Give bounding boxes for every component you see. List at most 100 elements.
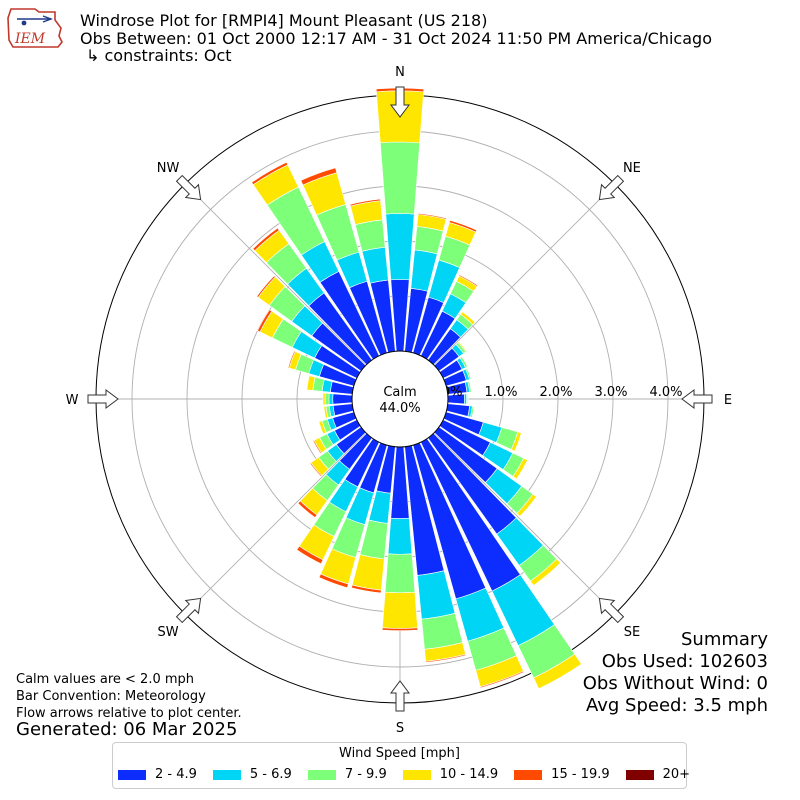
compass-label: SW (158, 625, 179, 640)
wind-bar-segment (457, 341, 468, 353)
calm-value: 44.0% (379, 401, 420, 416)
wind-bar-segment (317, 421, 324, 435)
summary-avg-speed: Avg Speed: 3.5 mph (586, 695, 768, 716)
generated-date: Generated: 06 Mar 2025 (16, 719, 238, 740)
compass-labels: N NE E SE S SW W NW (66, 65, 733, 736)
legend: Wind Speed [mph] 2 - 4.9 5 - 6.9 7 - 9.9 10… (112, 742, 690, 789)
wind-bar-segment (309, 462, 323, 477)
compass-label: NW (157, 161, 180, 176)
wind-bar-segment (296, 545, 324, 565)
wind-bar-segment (538, 663, 583, 690)
wind-bar-segment (381, 627, 419, 631)
wind-bar-segment (351, 554, 385, 591)
compass-label: N (395, 65, 405, 80)
legend-title: Wind Speed [mph] (339, 746, 460, 761)
wind-bar-segment (385, 213, 415, 281)
wind-bar-segment (252, 227, 280, 252)
wind-bar-segment (417, 212, 447, 220)
grid-spoke (184, 183, 367, 366)
wind-bar-segment (414, 226, 444, 255)
legend-item: 7 - 9.9 (307, 767, 387, 782)
summary-obs-without-wind: Obs Without Wind: 0 (582, 673, 768, 694)
wind-bar-segment (425, 653, 467, 663)
wind-bar-segment (349, 198, 381, 207)
radial-tick-labels: 0.0%1.0%2.0%3.0%4.0% (429, 385, 682, 400)
radial-tick-label: 3.0% (594, 385, 627, 400)
summary-obs-used: Obs Used: 102603 (601, 651, 768, 672)
calm-label: Calm (383, 385, 416, 400)
legend-swatch (118, 769, 146, 780)
wind-bar-segment (312, 439, 322, 454)
flow-arrow (681, 389, 713, 409)
legend-label: 10 - 14.9 (439, 767, 499, 782)
radial-tick-label: 2.0% (539, 385, 572, 400)
legend-item: 15 - 19.9 (514, 767, 610, 782)
wind-bar-segment (416, 570, 456, 620)
compass-label: NE (623, 161, 641, 176)
radial-tick-label: 1.0% (484, 385, 517, 400)
wind-bars (251, 87, 583, 690)
compass-label: W (66, 393, 79, 408)
legend-item: 10 - 14.9 (402, 767, 499, 782)
wind-bar-segment (257, 309, 273, 333)
wind-bar-segment (448, 219, 478, 233)
wind-bar-segment (323, 405, 329, 419)
wind-bar-segment (462, 310, 476, 323)
grid-spoke (433, 183, 616, 366)
flow-arrow (598, 597, 625, 624)
chart-subtitle: Obs Between: 01 Oct 2000 12:17 AM - 31 O… (80, 29, 712, 48)
flow-arrow (175, 597, 202, 624)
legend-swatch (307, 769, 336, 780)
legend-item: 20+ (625, 767, 691, 782)
legend-label: 7 - 9.9 (344, 767, 387, 782)
flow-arrow (598, 174, 625, 201)
wind-bar-segment (297, 500, 318, 519)
legend-items: 2 - 4.9 5 - 6.9 7 - 9.9 10 - 14.9 15 - 19.9 2… (118, 767, 706, 782)
wind-bar-segment (351, 584, 382, 594)
flow-arrow (390, 680, 410, 712)
legend-item: 2 - 4.9 (118, 767, 197, 782)
grid-spoke (433, 432, 616, 615)
wind-bar-segment (516, 459, 529, 480)
chart-constraints: ↳ constraints: Oct (86, 46, 232, 65)
wind-bar-segment (461, 355, 469, 368)
compass-label: SE (624, 625, 640, 640)
wind-bar-segment (479, 670, 525, 689)
wind-bar-segment (256, 275, 276, 298)
legend-label: 15 - 19.9 (551, 767, 610, 782)
wind-bar-segment (328, 393, 334, 405)
flow-arrows-note: Flow arrows relative to plot center. (16, 706, 242, 721)
chart-title: Windrose Plot for [RMPI4] Mount Pleasant… (80, 11, 488, 30)
bar-convention-note: Bar Convention: Meteorology (16, 689, 206, 704)
legend-item: 5 - 6.9 (212, 767, 292, 782)
wind-bar-segment (324, 392, 330, 406)
wind-bar-segment (379, 141, 421, 215)
radial-tick-label: 4.0% (649, 385, 682, 400)
wind-bar-segment (382, 591, 418, 629)
wind-bar-segment (458, 274, 479, 287)
wind-bar-segment (387, 517, 413, 555)
iem-logo: IEM (7, 8, 63, 48)
legend-swatch (212, 769, 241, 780)
legend-label: 20+ (662, 767, 691, 782)
wind-bar-segment (514, 432, 523, 452)
wind-bar-segment (322, 392, 326, 406)
flow-arrow (390, 86, 410, 118)
wind-bar-segment (466, 367, 473, 380)
wind-bar-segment (318, 573, 349, 589)
wind-bar-segment (469, 380, 473, 393)
legend-label: 2 - 4.9 (155, 767, 197, 782)
wind-bar-segment (305, 375, 310, 391)
wind-bar-segment (519, 496, 538, 518)
wind-bar-segment (467, 393, 469, 405)
legend-swatch (402, 769, 431, 780)
legend-swatch (625, 769, 654, 780)
compass-label: E (724, 393, 732, 408)
wind-bar-segment (471, 405, 475, 419)
legend-swatch (514, 769, 543, 780)
logo-text: IEM (14, 31, 46, 47)
wind-bar-segment (332, 393, 353, 405)
wind-bar-segment (287, 350, 296, 369)
